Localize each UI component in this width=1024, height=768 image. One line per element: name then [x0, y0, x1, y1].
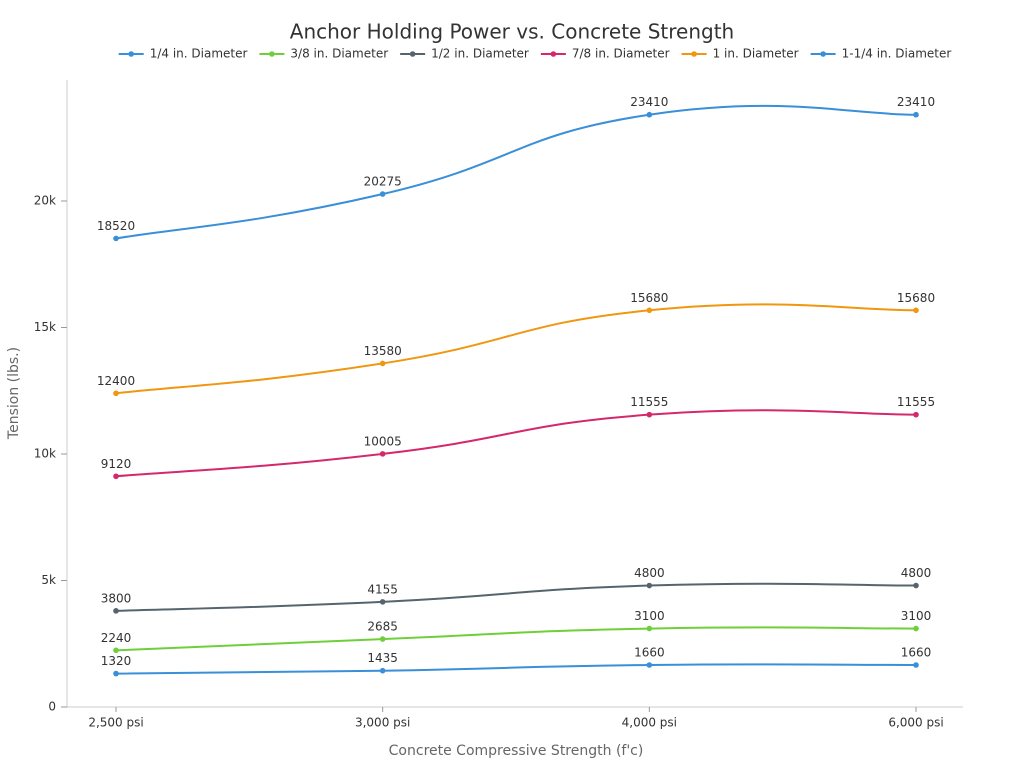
- data-label: 4800: [901, 566, 932, 580]
- series-line: [115, 582, 917, 612]
- data-point: [913, 111, 919, 118]
- legend-item[interactable]: 3/8 in. Diameter: [259, 47, 388, 61]
- y-tick-label: 5k: [41, 573, 56, 587]
- data-label: 2240: [101, 631, 132, 645]
- data-point: [646, 411, 653, 418]
- series-line: [115, 626, 917, 652]
- legend-label: 1-1/4 in. Diameter: [842, 47, 952, 61]
- legend-marker-dot: [269, 51, 275, 57]
- series-line: [115, 104, 917, 240]
- legend-marker-dot: [409, 51, 416, 57]
- legend-marker-dot: [550, 51, 557, 57]
- data-label: 3100: [634, 609, 665, 623]
- data-point: [646, 307, 653, 314]
- data-label: 1660: [901, 646, 932, 660]
- series-line: [115, 409, 917, 478]
- data-point: [913, 411, 919, 418]
- data-point: [379, 360, 386, 367]
- data-label: 1660: [634, 646, 665, 660]
- data-point: [379, 191, 386, 197]
- data-point: [913, 662, 919, 668]
- data-label: 15680: [897, 291, 935, 305]
- data-label: 13580: [364, 344, 402, 358]
- data-label: 2685: [367, 620, 398, 634]
- data-point: [913, 307, 919, 314]
- data-label: 18520: [97, 219, 135, 233]
- data-label: 1435: [367, 651, 398, 665]
- data-label: 4155: [367, 582, 398, 596]
- x-tick-label: 2,500 psi: [88, 716, 143, 730]
- series-line: [115, 303, 917, 395]
- data-point: [646, 625, 653, 632]
- data-label: 10005: [364, 434, 402, 448]
- data-point: [113, 670, 119, 677]
- legend-item[interactable]: 1-1/4 in. Diameter: [810, 47, 952, 61]
- data-label: 3800: [101, 591, 132, 605]
- x-axis-title: Concrete Compressive Strength (f'c): [389, 743, 644, 759]
- data-label: 4800: [634, 566, 665, 580]
- data-point: [646, 111, 653, 118]
- legend-marker-dot: [820, 51, 826, 57]
- data-point: [379, 451, 386, 457]
- legend-item[interactable]: 1 in. Diameter: [681, 47, 799, 61]
- chart-title: Anchor Holding Power vs. Concrete Streng…: [290, 20, 734, 44]
- x-tick-label: 6,000 psi: [888, 716, 943, 730]
- data-point: [646, 662, 653, 668]
- data-label: 23410: [630, 95, 668, 109]
- x-tick-label: 3,000 psi: [355, 716, 410, 730]
- data-point: [379, 667, 386, 674]
- data-point: [913, 625, 919, 632]
- data-label: 11555: [897, 395, 935, 409]
- data-label: 15680: [630, 291, 668, 305]
- data-label: 12400: [97, 374, 135, 388]
- legend-label: 1/4 in. Diameter: [150, 47, 248, 61]
- legend-item[interactable]: 7/8 in. Diameter: [540, 47, 670, 61]
- y-tick-label: 10k: [34, 447, 56, 461]
- series-line: [115, 663, 917, 675]
- data-label: 1320: [101, 654, 132, 668]
- data-point: [113, 235, 119, 242]
- data-point: [113, 473, 119, 480]
- x-tick-label: 4,000 psi: [622, 716, 677, 730]
- data-point: [113, 608, 119, 614]
- data-point: [113, 390, 119, 397]
- legend-item[interactable]: 1/4 in. Diameter: [118, 47, 248, 61]
- legend-label: 3/8 in. Diameter: [290, 47, 388, 61]
- y-axis-title: Tension (lbs.): [6, 347, 22, 440]
- y-tick-label: 15k: [34, 320, 56, 334]
- data-point: [913, 582, 919, 589]
- data-label: 20275: [364, 175, 402, 189]
- data-point: [379, 636, 386, 642]
- data-label: 23410: [897, 95, 935, 109]
- data-label: 9120: [101, 457, 132, 471]
- legend-label: 1/2 in. Diameter: [431, 47, 529, 61]
- legend-marker-dot: [691, 51, 697, 57]
- y-tick-label: 20k: [34, 194, 56, 208]
- data-point: [379, 599, 386, 605]
- legend-label: 1 in. Diameter: [713, 47, 799, 61]
- data-point: [113, 647, 119, 654]
- data-label: 11555: [630, 395, 668, 409]
- legend-item[interactable]: 1/2 in. Diameter: [400, 47, 529, 61]
- data-point: [646, 582, 653, 589]
- y-tick-label: 0: [48, 700, 56, 714]
- legend-label: 7/8 in. Diameter: [572, 47, 670, 61]
- data-label: 3100: [901, 609, 932, 623]
- legend-marker-dot: [128, 51, 134, 57]
